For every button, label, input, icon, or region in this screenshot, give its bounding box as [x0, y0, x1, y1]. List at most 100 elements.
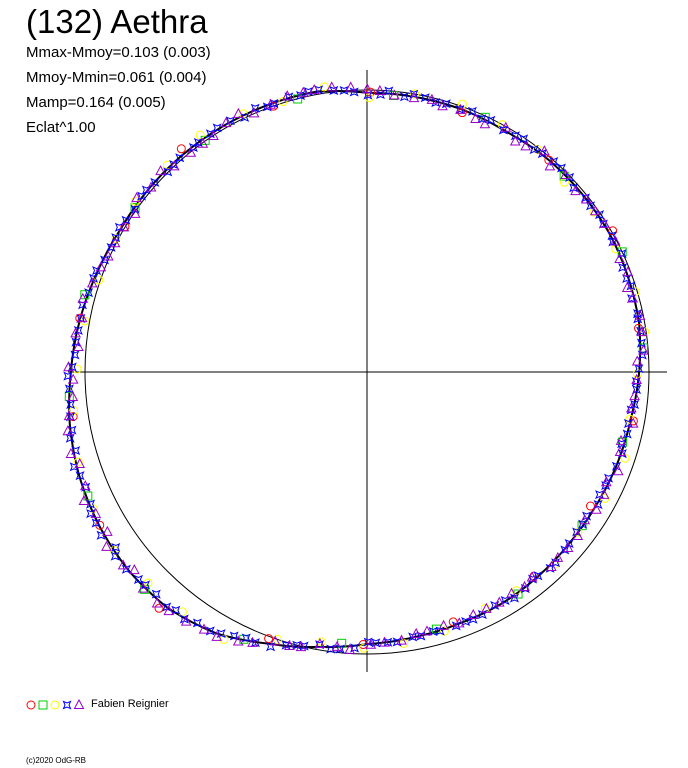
purple-triangle-point — [631, 373, 642, 384]
purple-triangle-point — [211, 630, 223, 641]
blue-star-point — [216, 629, 226, 639]
blue-star-point — [281, 640, 291, 650]
blue-star-point — [586, 201, 596, 211]
blue-star-point — [560, 545, 570, 555]
purple-triangle-point — [579, 514, 591, 525]
blue-star-point — [241, 633, 251, 643]
blue-star-point — [601, 480, 611, 490]
purple-triangle-point — [437, 100, 448, 111]
red-circle-point — [154, 603, 164, 613]
purple-triangle-point — [570, 185, 581, 196]
purple-triangle-point — [297, 86, 309, 97]
blue-star-point — [292, 640, 302, 650]
purple-triangle-point — [232, 635, 244, 646]
purple-triangle-point — [65, 447, 77, 458]
purple-triangle-point — [78, 494, 90, 506]
purple-triangle-point — [198, 623, 210, 634]
purple-triangle-point — [117, 559, 129, 570]
purple-triangle-point — [539, 145, 550, 156]
purple-triangle-point — [614, 252, 625, 264]
blue-star-point — [339, 85, 349, 95]
blue-star-point — [169, 160, 179, 170]
fit-curve — [68, 90, 642, 649]
fit-curve-group — [68, 90, 642, 649]
yellow-circle-point — [94, 275, 104, 285]
purple-triangle-point — [629, 390, 640, 401]
purple-triangle-point — [248, 107, 260, 118]
legend-symbols — [26, 698, 85, 710]
purple-triangle-point — [520, 140, 531, 151]
plot-axes — [68, 70, 667, 672]
purple-triangle-point — [634, 309, 646, 320]
legend-label: Fabien Reignier — [91, 698, 169, 710]
red-circle-symbol — [26, 700, 36, 710]
blue-star-point — [595, 210, 605, 220]
purple-triangle-point — [269, 635, 281, 646]
blue-star-point — [110, 551, 120, 561]
purple-triangle-point — [295, 641, 307, 652]
purple-triangle-point — [609, 235, 621, 246]
purple-triangle-point — [345, 81, 357, 92]
blue-star-point — [212, 123, 222, 133]
blue-star-point — [490, 600, 500, 610]
blue-star-point — [326, 644, 336, 654]
blue-star-point — [529, 145, 539, 154]
purple-triangle-point — [63, 361, 74, 372]
yellow-circle-point — [632, 369, 642, 379]
purple-triangle-point — [408, 92, 420, 103]
purple-triangle-point — [526, 571, 538, 582]
blue-star-point — [193, 138, 203, 148]
purple-triangle-point — [220, 117, 232, 128]
purple-triangle-point — [233, 107, 244, 118]
purple-triangle-point — [326, 81, 338, 92]
blue-star-point — [431, 98, 441, 108]
purple-triangle-point — [552, 551, 564, 562]
blue-star-point — [296, 91, 306, 101]
purple-triangle-point — [95, 261, 107, 272]
purple-triangle-point — [163, 605, 175, 616]
purple-triangle-point — [546, 560, 557, 571]
purple-triangle-point — [79, 480, 91, 491]
blue-star-point — [564, 538, 574, 548]
purple-triangle-point — [67, 390, 79, 401]
blue-star-point — [604, 473, 614, 483]
purple-triangle-point — [627, 292, 639, 303]
blue-star-point — [262, 102, 272, 112]
blue-star-point — [582, 511, 592, 521]
purple-triangle-point — [314, 637, 326, 649]
blue-star-point — [229, 631, 239, 641]
purple-triangle-point — [467, 608, 479, 620]
red-circle-point — [608, 226, 618, 236]
blue-star-point — [71, 337, 81, 347]
blue-star-point — [533, 571, 543, 581]
purple-triangle-point — [625, 402, 637, 413]
purple-triangle-point — [438, 619, 449, 630]
blue-star-point — [121, 564, 131, 574]
blue-star-point — [71, 446, 81, 456]
purple-triangle-point — [544, 160, 556, 171]
purple-triangle-point — [344, 643, 356, 654]
blue-star-point — [121, 215, 131, 225]
blue-star-point — [363, 90, 373, 100]
purple-triangle-point — [281, 90, 293, 101]
blue-star-point — [498, 125, 508, 135]
stat-mmoy-mmin: Mmoy-Mmin=0.061 (0.004) — [26, 69, 207, 86]
purple-triangle-point — [560, 168, 571, 179]
blue-star-point — [163, 167, 173, 177]
stat-mmax-mmoy: Mmax-Mmoy=0.103 (0.003) — [26, 44, 211, 61]
blue-star-point — [618, 263, 628, 273]
green-square-symbol — [38, 700, 48, 710]
blue-star-point — [73, 325, 83, 335]
purple-triangle-point — [562, 541, 574, 552]
purple-triangle-point — [421, 625, 433, 636]
yellow-circle-point — [399, 638, 409, 648]
blue-star-point — [500, 595, 510, 605]
blue-star-point — [467, 106, 477, 116]
blue-star-point — [461, 617, 471, 627]
blue-star-point — [509, 593, 519, 603]
purple-triangle-point — [131, 192, 142, 203]
stat-eclat: Eclat^1.00 — [26, 119, 96, 136]
yellow-circle-point — [73, 457, 83, 467]
purple-triangle-point — [361, 83, 373, 94]
